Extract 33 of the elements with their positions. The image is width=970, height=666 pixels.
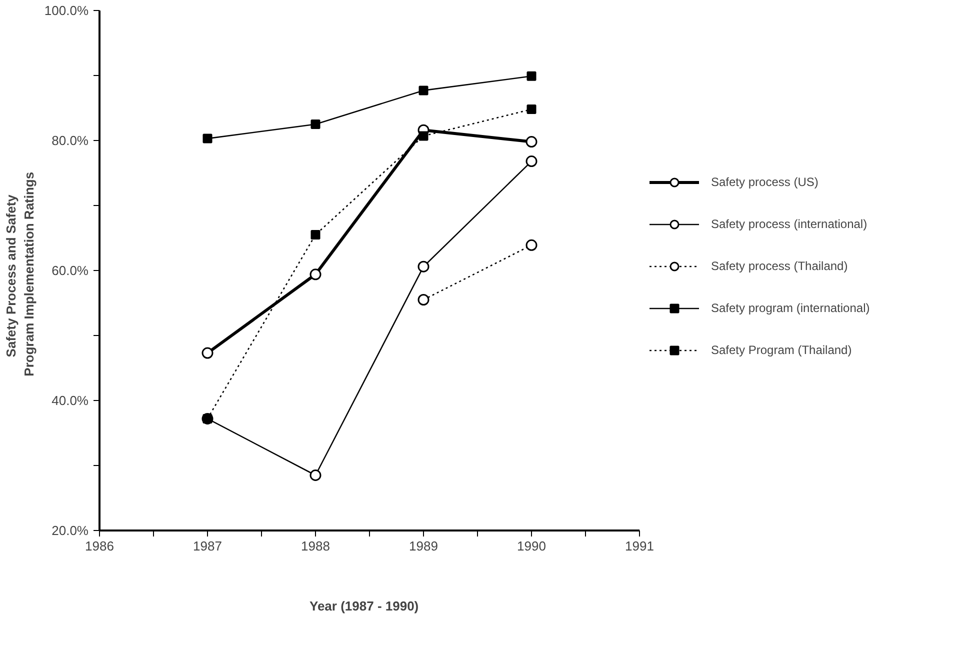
point bbox=[202, 347, 214, 359]
point bbox=[526, 156, 538, 168]
x-tick-label: 1988 bbox=[301, 538, 330, 554]
y-tick-label: 80.0% bbox=[52, 133, 89, 148]
x-tick-label: 1991 bbox=[625, 538, 654, 554]
point bbox=[310, 230, 320, 240]
point bbox=[526, 71, 536, 81]
point bbox=[310, 120, 320, 129]
point bbox=[202, 134, 212, 144]
x-tick-label: 1989 bbox=[409, 538, 438, 554]
point bbox=[310, 470, 322, 481]
y-tick-label: 100.0% bbox=[44, 3, 89, 18]
x-axis-title: Year (1987 - 1990) bbox=[310, 598, 419, 614]
point bbox=[310, 268, 322, 280]
y-tick-label: 40.0% bbox=[52, 393, 89, 408]
y-tick-label: 60.0% bbox=[52, 263, 89, 278]
legend-label: Safety program (international) bbox=[711, 301, 871, 315]
point bbox=[526, 239, 538, 251]
legend-label: Safety process (US) bbox=[711, 175, 820, 189]
y-axis-title: Safety Process and Safety Program Implementation Ratings bbox=[3, 172, 36, 376]
legend-label: Safety process (Thailand) bbox=[711, 259, 849, 273]
legend-label: Safety Program (Thailand) bbox=[711, 343, 853, 357]
point bbox=[526, 136, 538, 148]
x-tick-label: 1990 bbox=[517, 538, 546, 554]
point bbox=[526, 104, 536, 114]
point bbox=[418, 86, 428, 96]
x-tick-label: 1987 bbox=[193, 538, 222, 554]
x-tick-label: 1986 bbox=[85, 538, 114, 554]
y-tick-label: 20.0% bbox=[52, 523, 89, 538]
point bbox=[418, 260, 430, 272]
point bbox=[418, 131, 428, 141]
legend-label: Safety process (international) bbox=[711, 217, 868, 231]
point bbox=[418, 294, 430, 306]
